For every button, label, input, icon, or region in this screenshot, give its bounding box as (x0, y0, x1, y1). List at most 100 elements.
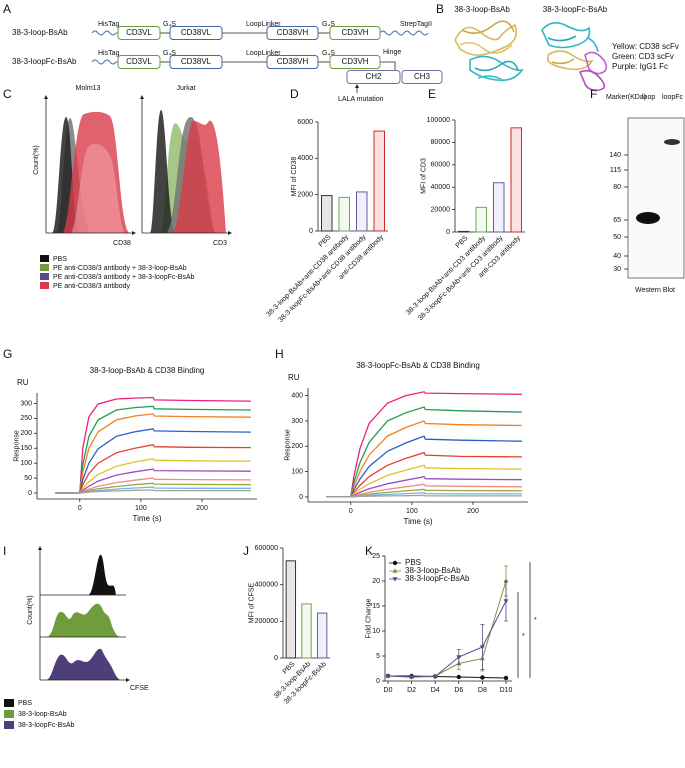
y-tick-label: 20 (372, 578, 380, 585)
domain (401, 70, 443, 84)
y-tick-label: 250 (20, 415, 32, 422)
y-unit: RU (17, 378, 29, 387)
series-line (326, 391, 522, 498)
y-tick-label: 200000 (255, 618, 278, 625)
chart-title: 38-3-loopFc-BsAb & CD38 Binding (356, 361, 480, 370)
panel-label: F (590, 87, 597, 101)
legend-label: PBS (18, 700, 32, 707)
marker-label: 140 (609, 152, 621, 159)
construct-name: 38-3-loopFc-BsAb (12, 57, 77, 66)
tag-line (91, 30, 118, 36)
domain (117, 26, 161, 40)
legend-swatch (40, 282, 49, 289)
legend-swatch (4, 710, 14, 718)
linker-label: LoopLinker (246, 21, 281, 28)
domain (117, 55, 161, 69)
y-tick-label: 25 (372, 553, 380, 560)
y-tick-label: 0 (376, 678, 380, 685)
domain (329, 55, 381, 69)
point (456, 674, 461, 680)
x-tick-label: 38-3-loop-BsAb+anti-CD3 antibody (405, 234, 487, 316)
y-tick-label: 300 (20, 400, 32, 407)
y-label: Response (14, 430, 21, 462)
y-tick-label: 80000 (431, 139, 451, 146)
y-tick-label: 6000 (297, 119, 313, 126)
x-label: CFSE (130, 685, 149, 692)
x-tick-label: 100 (406, 508, 418, 515)
domain (266, 55, 319, 69)
legend-marker (392, 568, 398, 573)
y-tick-label: 0 (274, 655, 278, 662)
linker-label: HisTag (98, 21, 120, 28)
point (432, 674, 438, 680)
y-tick-label: 200 (20, 430, 32, 437)
y-tick-label: 300 (291, 418, 303, 425)
y-tick-label: 4000 (297, 155, 313, 162)
structure-left (454, 20, 524, 82)
domain (329, 26, 381, 40)
marker-label: 115 (610, 167, 621, 174)
linker-label: Hinge (383, 49, 401, 56)
point (385, 674, 391, 679)
structure-legend: Yellow: CD38 scFv (612, 42, 679, 51)
x-label: CD38 (113, 240, 131, 247)
point (456, 655, 462, 660)
domain-label: CD3VL (126, 28, 152, 37)
y-tick-label: 400000 (255, 582, 278, 589)
y-tick-label: 400 (291, 392, 303, 399)
series-line (326, 494, 522, 498)
hinge (380, 61, 396, 70)
legend-label: PBS (405, 558, 421, 567)
bar (321, 195, 333, 232)
x-tick-label: 0 (349, 508, 353, 515)
y-tick-label: 15 (372, 603, 380, 610)
panel-label: J (243, 544, 249, 558)
legend-swatch (4, 699, 14, 707)
x-tick-label: D4 (431, 687, 440, 694)
y-label: Count(%) (27, 595, 34, 625)
bar (510, 127, 522, 233)
flow-c-molm13 (44, 95, 136, 235)
series-line (55, 457, 251, 494)
panel-label: H (275, 347, 284, 361)
series-line (388, 675, 507, 679)
y-tick-label: 40000 (431, 184, 451, 191)
x-label: Time (s) (403, 517, 432, 526)
band (636, 212, 660, 224)
lane-label: loop (642, 94, 655, 101)
bar (301, 603, 312, 659)
legend-label: 38-3-loopFc-BsAb (405, 574, 470, 583)
series-line (326, 435, 522, 498)
bar (475, 206, 487, 233)
x-tick-label: PBS (455, 235, 470, 250)
domain-label: CD38VH (277, 57, 309, 66)
linker-label: LoopLinker (246, 50, 281, 57)
structure-title: 38-3-loopFc-BsAb (543, 5, 608, 14)
marker-label: 80 (613, 184, 621, 191)
flow-i (38, 546, 130, 682)
linker-label: StrepTagII (400, 21, 432, 28)
y-tick-label: 20000 (431, 206, 451, 213)
y-tick-label: 10 (372, 628, 380, 635)
construct-name: 38-3-loop-BsAb (12, 28, 68, 37)
series-line (55, 413, 251, 494)
x-tick-label: D6 (454, 687, 463, 694)
y-tick-label: 100 (291, 468, 303, 475)
x-tick-label: D10 (500, 687, 513, 694)
legend-marker (392, 577, 398, 582)
legend-label: PE anti-CD38/3 antibody + 38-3-loop-BsAb (53, 265, 187, 272)
y-tick-label: 600000 (255, 545, 278, 552)
series-line (55, 428, 251, 494)
band (664, 139, 680, 145)
bar (373, 130, 385, 232)
legend-swatch (40, 255, 49, 262)
domain-label: CD3VH (341, 28, 368, 37)
chart-title: 38-3-loop-BsAb & CD38 Binding (90, 366, 205, 375)
legend-swatch (4, 721, 14, 729)
domain-label: CH3 (414, 72, 431, 81)
domain (169, 55, 223, 69)
annotation: * (534, 617, 537, 624)
tag-line (91, 59, 118, 65)
legend-label: 38-3-loop-BsAb (18, 711, 67, 718)
